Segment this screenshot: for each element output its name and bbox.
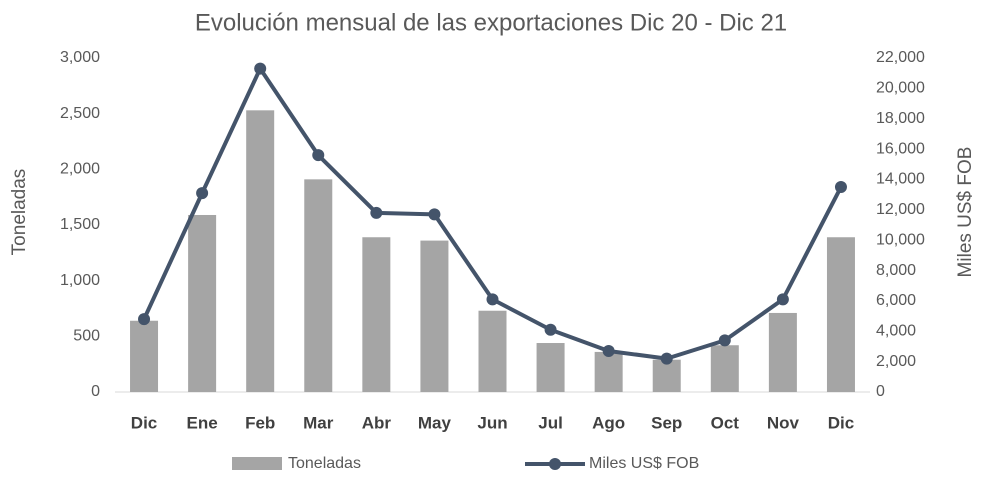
line-marker xyxy=(196,187,209,200)
bar xyxy=(420,240,449,392)
y2-tick-label: 14,000 xyxy=(876,171,925,188)
chart-title: Evolución mensual de las exportaciones D… xyxy=(195,9,787,36)
y-tick-label: 500 xyxy=(73,328,100,345)
x-tick-label: May xyxy=(418,413,452,432)
bar xyxy=(246,110,275,393)
bar xyxy=(768,312,797,392)
legend-label: Miles US$ FOB xyxy=(589,455,699,472)
y2-tick-label: 0 xyxy=(876,383,885,400)
bar xyxy=(536,343,565,392)
legend-marker xyxy=(549,458,561,470)
y-tick-label: 0 xyxy=(91,383,100,400)
y-tick-label: 1,500 xyxy=(60,216,100,233)
y2-tick-label: 22,000 xyxy=(876,49,925,66)
line-marker xyxy=(254,62,267,75)
x-tick-label: Ene xyxy=(187,413,218,432)
x-tick-label: Oct xyxy=(711,413,740,432)
y-tick-label: 2,000 xyxy=(60,161,100,178)
y2-tick-label: 18,000 xyxy=(876,110,925,127)
line-marker xyxy=(486,293,499,306)
y2-tick-label: 6,000 xyxy=(876,292,916,309)
bar xyxy=(304,179,333,392)
y2-tick-label: 12,000 xyxy=(876,201,925,218)
bar xyxy=(130,320,159,392)
line-marker xyxy=(544,323,557,336)
y-tick-label: 2,500 xyxy=(60,105,100,122)
y2-axis-title: Miles US$ FOB xyxy=(955,147,976,278)
y-tick-label: 1,000 xyxy=(60,272,100,289)
legend-swatch xyxy=(232,457,282,470)
line-marker xyxy=(312,149,325,162)
y2-tick-label: 4,000 xyxy=(876,322,916,339)
y-axis-title: Toneladas xyxy=(9,169,30,256)
bar xyxy=(826,237,855,392)
line-marker xyxy=(602,345,615,358)
x-tick-label: Ago xyxy=(592,413,625,432)
y-tick-label: 3,000 xyxy=(60,49,100,66)
x-tick-label: Jul xyxy=(538,413,563,432)
x-tick-label: Sep xyxy=(651,413,682,432)
y2-tick-label: 2,000 xyxy=(876,353,916,370)
y2-tick-label: 10,000 xyxy=(876,231,925,248)
legend-label: Toneladas xyxy=(288,455,361,472)
x-tick-label: Nov xyxy=(767,413,800,432)
x-tick-label: Dic xyxy=(828,413,854,432)
bar xyxy=(362,237,391,392)
line-marker xyxy=(428,208,441,221)
x-tick-label: Jun xyxy=(477,413,507,432)
line-marker xyxy=(660,352,673,365)
y2-tick-label: 8,000 xyxy=(876,262,916,279)
bar xyxy=(188,214,217,392)
y2-tick-label: 20,000 xyxy=(876,80,925,97)
bar xyxy=(594,351,623,392)
line-marker xyxy=(776,293,789,306)
line-marker xyxy=(138,313,151,326)
line-marker xyxy=(370,206,383,219)
x-tick-label: Feb xyxy=(245,413,275,432)
line-marker xyxy=(718,334,731,347)
bar xyxy=(652,359,681,392)
bar xyxy=(710,345,739,392)
x-tick-label: Dic xyxy=(131,413,157,432)
x-tick-label: Abr xyxy=(362,413,392,432)
x-tick-label: Mar xyxy=(303,413,334,432)
bar xyxy=(478,310,507,392)
y2-tick-label: 16,000 xyxy=(876,140,925,157)
line-marker xyxy=(834,181,847,194)
